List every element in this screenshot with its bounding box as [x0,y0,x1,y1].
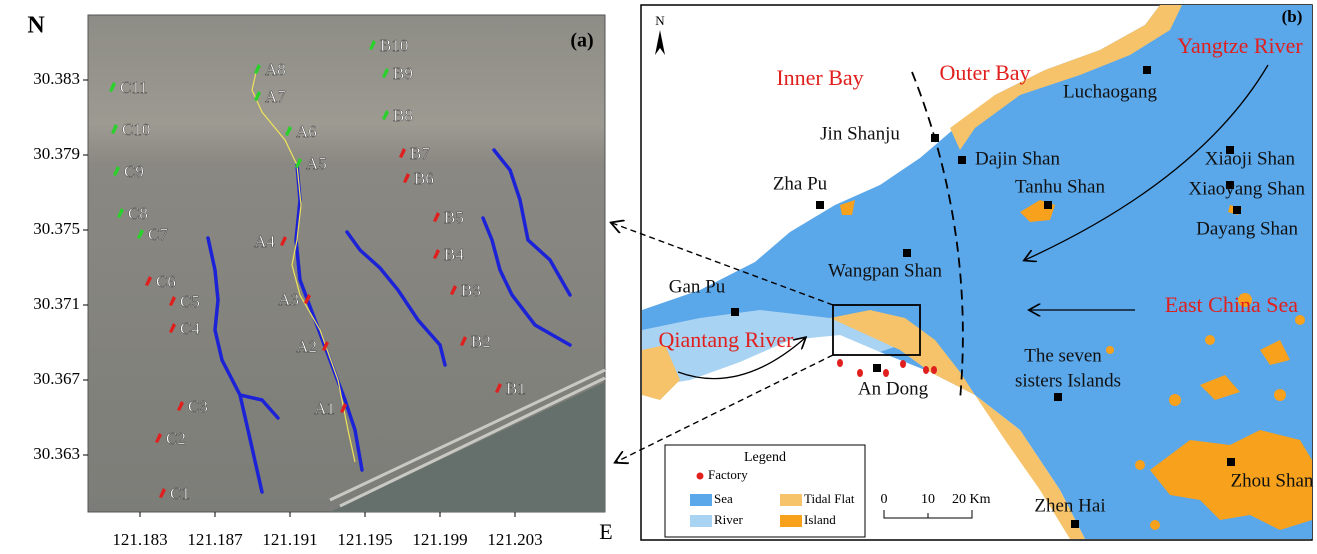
factory [837,359,843,367]
legend-swatch [780,515,802,527]
place-label: sisters Islands [1015,370,1121,391]
legend-label: Factory [708,467,748,482]
figure: (a) N E 30.383 30.379 30.375 30.371 30.367 30… [0,0,1317,554]
place-marker [1143,66,1151,74]
site-label: A5 [306,154,327,173]
place-label: Xiaoji Shan [1205,148,1296,169]
panel-label: (a) [570,30,593,52]
place-marker [873,364,881,372]
place-label: Dajin Shan [975,148,1060,169]
site-label: A3 [278,290,299,309]
site-label: C5 [180,292,200,311]
x-tick-label: 121.195 [337,530,392,549]
east-label: E [599,519,612,544]
site-label: B3 [461,281,481,300]
place-label: Wangpan Shan [828,260,943,281]
site-label: C6 [156,272,176,291]
site-label: A7 [265,87,286,106]
place-marker [1233,206,1241,214]
site-label: B6 [414,169,434,188]
north-label: N [27,13,45,39]
y-tick-label: 30.363 [33,444,80,463]
site-label: C8 [128,204,148,223]
site-label: A1 [314,399,335,418]
y-tick-label: 30.379 [33,144,80,163]
site-label: C9 [124,162,144,181]
y-tick-label: 30.375 [33,219,80,238]
x-tick-label: 121.183 [112,530,167,549]
site-label: B10 [380,36,408,55]
site-label: C1 [170,484,190,503]
north-label: N [655,13,665,28]
legend-swatch [697,473,704,480]
site-label: B1 [506,379,526,398]
place-label: Zha Pu [773,173,828,194]
place-label: An Dong [858,378,929,399]
place-marker [1071,520,1079,528]
y-tick-label: 30.367 [33,369,80,388]
place-label: Tanhu Shan [1015,176,1105,197]
place-label: Dayang Shan [1196,218,1298,239]
site-label: B7 [410,144,430,163]
panel-label: (b) [1282,7,1303,26]
place-marker [1227,458,1235,466]
site-label: C11 [120,78,148,97]
place-label: Gan Pu [669,276,726,297]
factory [857,369,863,377]
site-label: B2 [471,332,491,351]
site-label: A6 [296,122,317,141]
factory [883,369,889,377]
place-marker [903,249,911,257]
region-label: Outer Bay [939,60,1030,85]
legend-title: Legend [744,450,786,465]
place-marker [958,156,966,164]
site-label: C3 [188,397,208,416]
legend-label: Tidal Flat [804,491,855,506]
site-label: B8 [393,106,413,125]
place-label: Jin Shanju [820,123,900,144]
place-label: Luchaogang [1063,81,1157,102]
site-label: C4 [180,319,200,338]
site-label: B9 [393,64,413,83]
place-marker [816,201,824,209]
factory [900,360,906,368]
site-label: A8 [265,60,286,79]
legend-label: Sea [714,491,733,506]
site-label: C10 [122,120,150,139]
site-label: C7 [148,225,168,244]
scale-label: 20 Km [952,492,991,507]
region-label: Yangtze River [1177,33,1303,58]
legend-swatch [780,494,802,506]
place-label: Zhen Hai [1034,495,1105,516]
place-label: Zhou Shan [1231,470,1314,491]
x-tick-label: 121.191 [262,530,317,549]
site-label: A2 [296,337,317,356]
site-label: C2 [166,429,186,448]
x-tick-label: 121.199 [412,530,467,549]
factory [923,366,929,374]
legend-swatch [690,494,712,506]
x-tick-label: 121.203 [487,530,542,549]
site-label: A4 [254,232,275,251]
scale-label: 0 [881,492,888,507]
y-tick-label: 30.371 [33,294,80,313]
y-tick-label: 30.383 [33,69,80,88]
x-tick-label: 121.187 [187,530,243,549]
legend-label: Island [804,512,836,527]
legend-label: River [714,512,744,527]
place-marker [731,308,739,316]
scale-label: 10 [921,492,935,507]
site-label: B4 [444,245,464,264]
place-label: Xiaoyang Shan [1188,178,1305,199]
region-label: Qiantang River [658,327,794,352]
region-label: Inner Bay [776,65,863,90]
place-marker [1044,201,1052,209]
place-label: The seven [1024,345,1102,366]
factory [931,366,937,374]
region-label: East China Sea [1165,292,1298,317]
site-label: B5 [444,208,464,227]
place-marker [931,134,939,142]
place-marker [1054,393,1062,401]
legend-swatch [690,515,712,527]
